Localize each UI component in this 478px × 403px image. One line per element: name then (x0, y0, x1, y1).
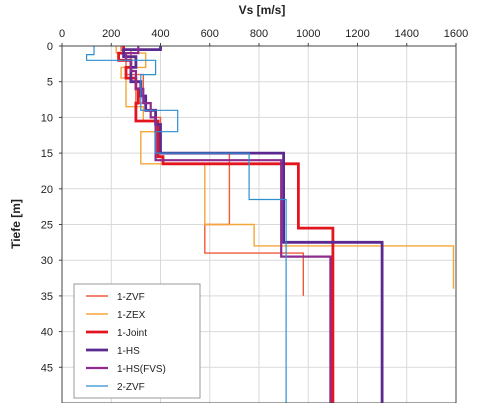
y-tick-label: 30 (41, 255, 53, 267)
legend-label: 1-ZEX (117, 310, 146, 321)
x-axis-title: Vs [m/s] (239, 3, 286, 17)
legend: 1-ZVF 1-ZEX 1-Joint 1-HS 1-HS(FVS) 2-ZVF (73, 283, 201, 399)
y-tick-label: 5 (47, 77, 53, 89)
y-tick-label: 35 (41, 291, 53, 303)
legend-label: 1-Joint (117, 328, 147, 339)
y-tick-label: 0 (47, 41, 53, 53)
legend-label: 1-HS(FVS) (117, 364, 166, 375)
y-tick-label: 40 (41, 327, 53, 339)
y-tick-label: 25 (41, 220, 53, 232)
x-tick-label: 0 (59, 28, 65, 40)
legend-label: 1-ZVF (117, 292, 145, 303)
y-axis-title: Tiefe [m] (9, 199, 23, 249)
y-tick-label: 45 (41, 362, 53, 374)
x-tick-label: 1000 (296, 28, 320, 40)
y-tick-label: 20 (41, 184, 53, 196)
x-tick-label: 400 (151, 28, 169, 40)
x-tick-label: 600 (201, 28, 219, 40)
grid (62, 46, 456, 403)
series-lines (86, 46, 455, 403)
x-tick-label: 200 (102, 28, 120, 40)
x-tick-label: 1400 (395, 28, 419, 40)
x-tick-label: 1600 (444, 28, 468, 40)
legend-box (73, 283, 201, 399)
y-tick-label: 15 (41, 148, 53, 160)
series-line-1-hs-fvs (124, 46, 332, 403)
series-line-2-zvf (86, 46, 287, 403)
y-tick-label: 10 (41, 112, 53, 124)
x-tick-label: 1200 (345, 28, 369, 40)
series-line-1-zvf (120, 46, 304, 296)
plot-frame (61, 45, 457, 403)
legend-label: 2-ZVF (117, 382, 145, 393)
x-tick-label: 800 (250, 28, 268, 40)
y-tick-labels: 0 5 10 15 20 25 30 35 40 45 (41, 41, 62, 374)
legend-label: 1-HS (117, 346, 140, 357)
x-tick-labels: 0 200 400 600 800 1000 1200 1400 1600 (59, 28, 468, 46)
